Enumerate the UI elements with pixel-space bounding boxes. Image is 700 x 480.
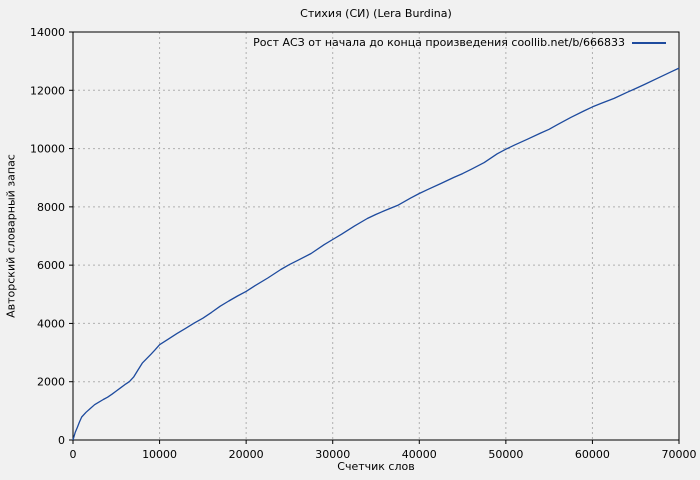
y-tick-label: 12000 <box>30 84 65 97</box>
y-tick-label: 8000 <box>37 201 65 214</box>
legend-line-sample-icon <box>632 41 666 44</box>
legend-series-label: Рост АСЗ от начала до конца произведения… <box>253 36 625 49</box>
x-tick-label: 70000 <box>662 448 697 461</box>
x-tick-label: 50000 <box>488 448 523 461</box>
legend: Рост АСЗ от начала до конца произведения… <box>253 36 666 49</box>
x-tick-label: 30000 <box>315 448 350 461</box>
x-tick-label: 60000 <box>575 448 610 461</box>
y-tick-label: 6000 <box>37 259 65 272</box>
y-tick-label: 0 <box>58 434 65 447</box>
x-tick-label: 10000 <box>142 448 177 461</box>
y-tick-label: 14000 <box>30 26 65 39</box>
x-tick-label: 20000 <box>229 448 264 461</box>
y-tick-label: 2000 <box>37 376 65 389</box>
series-line <box>72 67 680 441</box>
plot-border <box>72 31 680 441</box>
chart-title: Стихия (СИ) (Lera Burdina) <box>300 7 452 20</box>
x-tick-label: 0 <box>70 448 77 461</box>
y-tick-label: 10000 <box>30 143 65 156</box>
y-axis-label: Авторский словарный запас <box>4 154 18 318</box>
x-tick-label: 40000 <box>402 448 437 461</box>
x-axis-label: Счетчик слов <box>337 460 415 473</box>
y-tick-label: 4000 <box>37 317 65 330</box>
